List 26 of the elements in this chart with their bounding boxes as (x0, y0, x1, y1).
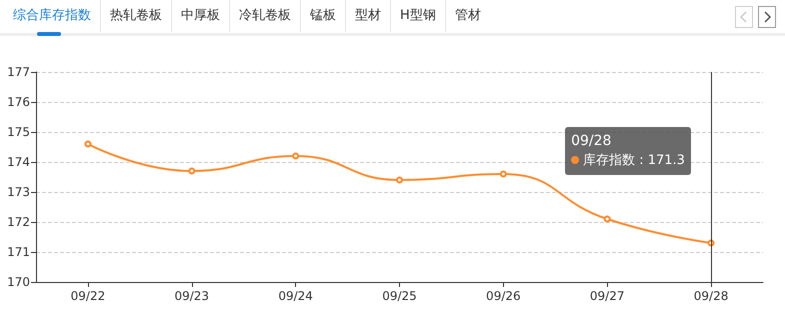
y-tick-label: 175 (7, 125, 30, 139)
text: 冷轧卷板 (230, 0, 301, 32)
x-tick-label: 09/23 (174, 289, 210, 303)
y-tick-label: 173 (7, 185, 30, 199)
y-tick-label: 177 (7, 65, 30, 79)
x-tick-label: 09/27 (590, 289, 625, 303)
y-tick-label: 170 (7, 275, 30, 289)
x-tick-label: 09/24 (278, 289, 313, 303)
text: 管材 (454, 7, 482, 25)
x-tick-label: 09/26 (486, 289, 521, 303)
text: 型材 (346, 0, 391, 32)
text: 中厚板 (172, 0, 230, 32)
y-tick-label: 176 (7, 95, 30, 109)
x-tick-label: 09/28 (694, 289, 728, 303)
text: 综合库存指数 (4, 0, 101, 32)
text: H型钢 (391, 0, 446, 32)
text: 锰板 (301, 0, 346, 32)
text: 热轧卷板 (101, 0, 172, 32)
x-tick-label: 09/25 (382, 289, 417, 303)
legend-label: 库存指数 (583, 153, 636, 168)
y-tick-label: 172 (7, 215, 30, 229)
y-tick-label: 174 (7, 155, 30, 169)
x-tick-label: 09/22 (70, 289, 106, 303)
annotation: 09/28 (571, 132, 612, 151)
annotation: : 171.3 (639, 153, 685, 168)
y-tick-label: 171 (7, 245, 30, 259)
